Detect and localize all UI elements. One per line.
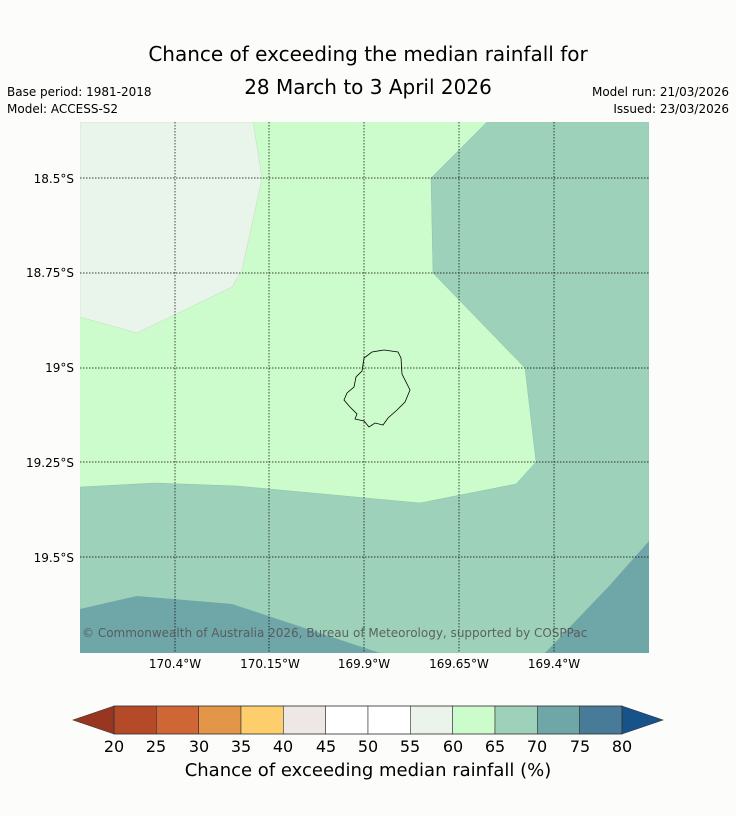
lat-label-19: 19°S	[45, 361, 74, 375]
meta-right: Model run: 21/03/2026 Issued: 23/03/2026	[592, 84, 729, 118]
colorbar-bin-55-60	[410, 705, 453, 735]
colorbar-bins	[113, 705, 623, 735]
colorbar-frame	[113, 705, 623, 735]
colorbar-tick: 45	[315, 737, 337, 756]
island-outline	[343, 349, 411, 428]
lon-label-170-15: 170.15°W	[240, 657, 300, 671]
colorbar-tick: 50	[357, 737, 379, 756]
colorbar-tick: 40	[272, 737, 294, 756]
copyright-text: © Commonwealth of Australia 2026, Bureau…	[82, 626, 587, 640]
colorbar-tick: 25	[145, 737, 167, 756]
colorbar-extend-high	[621, 705, 664, 735]
colorbar-tick: 70	[526, 737, 548, 756]
colorbar	[72, 705, 664, 735]
lat-label-18-75: 18.75°S	[26, 266, 74, 280]
colorbar-tick: 30	[188, 737, 210, 756]
base-period: Base period: 1981-2018	[7, 85, 152, 99]
lat-label-19-25: 19.25°S	[26, 456, 74, 470]
lat-label-18-5: 18.5°S	[33, 172, 74, 186]
lon-label-170-4: 170.4°W	[148, 657, 202, 671]
zone-70-75-right	[545, 541, 649, 653]
colorbar-tick: 35	[230, 737, 252, 756]
colorbar-bin-65-70	[494, 705, 538, 735]
title-line-1: Chance of exceeding the median rainfall …	[148, 42, 588, 66]
colorbar-bin-60-65	[452, 705, 496, 735]
colorbar-tick: 20	[103, 737, 125, 756]
graticule	[80, 122, 649, 653]
meta-left: Base period: 1981-2018 Model: ACCESS-S2	[7, 84, 152, 118]
colorbar-bin-50-55	[367, 705, 411, 735]
title-line-2: 28 March to 3 April 2026	[244, 75, 492, 99]
colorbar-bin-30-35	[198, 705, 242, 735]
colorbar-label: Chance of exceeding median rainfall (%)	[184, 760, 552, 781]
model-run: Model run: 21/03/2026	[591, 85, 729, 99]
colorbar-bin-70-75	[537, 705, 580, 735]
colorbar-tick: 55	[399, 737, 421, 756]
zone-55-60	[80, 122, 263, 334]
zone-70-75-left	[80, 596, 380, 653]
model-name: Model: ACCESS-S2	[7, 102, 119, 116]
colorbar-tick: 65	[484, 737, 506, 756]
colorbar-tick: 60	[442, 737, 464, 756]
colorbar-bin-75-80	[579, 705, 623, 735]
lon-label-169-4: 169.4°W	[527, 657, 581, 671]
colorbar-bin-25-30	[156, 705, 199, 735]
colorbar-bin-35-40	[240, 705, 284, 735]
zone-65-70	[80, 122, 649, 653]
issued-date: Issued: 23/03/2026	[613, 102, 729, 116]
colorbar-bin-20-25	[113, 705, 157, 735]
colorbar-bin-45-50	[325, 705, 369, 735]
colorbar-extend-low	[72, 705, 115, 735]
lon-label-169-9: 169.9°W	[337, 657, 391, 671]
colorbar-tick: 80	[611, 737, 633, 756]
colorbar-bin-40-45	[283, 705, 326, 735]
chart-title: Chance of exceeding the median rainfall …	[0, 38, 736, 104]
colorbar-tick: 75	[569, 737, 591, 756]
lon-label-169-65: 169.65°W	[429, 657, 489, 671]
lat-label-19-5: 19.5°S	[33, 551, 74, 565]
map-plot-area: © Commonwealth of Australia 2026, Bureau…	[80, 122, 649, 653]
